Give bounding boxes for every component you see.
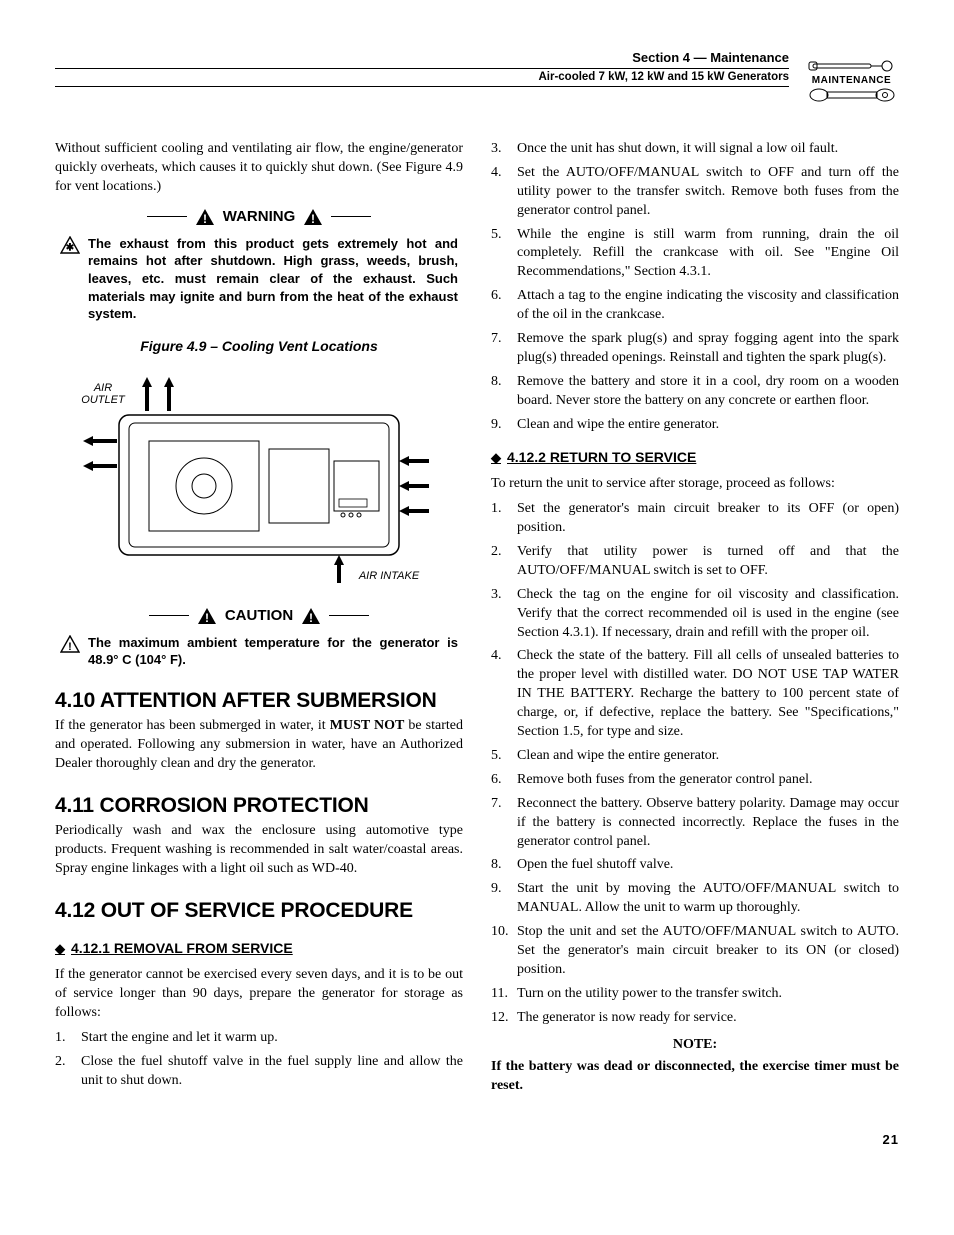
note-heading: NOTE: [491, 1036, 899, 1055]
list-item: Reconnect the battery. Observe battery p… [491, 795, 899, 852]
svg-text:AIR: AIR [93, 382, 112, 394]
heading-4-12-2: 4.12.2 RETURN TO SERVICE [491, 448, 899, 467]
section-label: Section 4 — Maintenance [55, 50, 789, 65]
list-item: Start the engine and let it warm up. [55, 1029, 463, 1048]
right-column: Once the unit has shut down, it will sig… [491, 140, 899, 1102]
list-item: Verify that utility power is turned off … [491, 543, 899, 581]
list-item: Close the fuel shutoff valve in the fuel… [55, 1053, 463, 1091]
list-item: While the engine is still warm from runn… [491, 226, 899, 283]
caution-callout: ! The maximum ambient temperature for th… [55, 634, 463, 669]
list-removal-cont: Once the unit has shut down, it will sig… [491, 140, 899, 434]
list-item: Remove the spark plug(s) and spray foggi… [491, 330, 899, 368]
list-item: Open the fuel shutoff valve. [491, 856, 899, 875]
svg-text:!: ! [203, 212, 207, 226]
page-header: Section 4 — Maintenance Air-cooled 7 kW,… [55, 50, 899, 110]
list-item: The generator is now ready for service. [491, 1009, 899, 1028]
list-item: Start the unit by moving the AUTO/OFF/MA… [491, 880, 899, 918]
svg-text:!: ! [205, 611, 209, 625]
warning-triangle-icon: ! [195, 208, 215, 226]
list-item: Once the unit has shut down, it will sig… [491, 140, 899, 159]
para-4-10: If the generator has been submerged in w… [55, 717, 463, 774]
caution-banner: ! CAUTION ! [55, 606, 463, 626]
svg-text:!: ! [311, 212, 315, 226]
para-4-12-1-intro: If the generator cannot be exercised eve… [55, 966, 463, 1023]
list-item: Clean and wipe the entire generator. [491, 747, 899, 766]
svg-text:✱: ✱ [66, 242, 75, 253]
list-item: Remove the battery and store it in a coo… [491, 373, 899, 411]
list-item: Check the tag on the engine for oil visc… [491, 586, 899, 643]
list-item: Set the generator's main circuit breaker… [491, 500, 899, 538]
heading-4-10: 4.10 ATTENTION AFTER SUBMERSION [55, 687, 463, 715]
heading-4-12-1: 4.12.1 REMOVAL FROM SERVICE [55, 939, 463, 958]
heading-4-12: 4.12 OUT OF SERVICE PROCEDURE [55, 897, 463, 925]
warning-callout: ✱ The exhaust from this product gets ext… [55, 235, 463, 323]
caution-triangle-icon: ! [301, 607, 321, 625]
svg-text:AIR INTAKE: AIR INTAKE [358, 570, 420, 582]
left-column: Without sufficient cooling and ventilati… [55, 140, 463, 1102]
para-4-12-2-intro: To return the unit to service after stor… [491, 475, 899, 494]
list-item: Attach a tag to the engine indicating th… [491, 287, 899, 325]
svg-text:OUTLET: OUTLET [81, 394, 126, 406]
note-body: If the battery was dead or disconnected,… [491, 1058, 899, 1096]
figure-caption: Figure 4.9 – Cooling Vent Locations [55, 337, 463, 356]
intro-paragraph: Without sufficient cooling and ventilati… [55, 140, 463, 197]
caution-triangle-icon: ! [197, 607, 217, 625]
warning-triangle-icon: ! [303, 208, 323, 226]
section-subtitle: Air-cooled 7 kW, 12 kW and 15 kW Generat… [55, 71, 789, 83]
hazard-triangle-icon: ✱ [60, 236, 80, 254]
svg-text:!: ! [309, 611, 313, 625]
alert-triangle-icon: ! [60, 635, 80, 653]
list-item: Clean and wipe the entire generator. [491, 416, 899, 435]
list-return: Set the generator's main circuit breaker… [491, 500, 899, 1027]
svg-text:!: ! [68, 641, 72, 653]
list-item: Set the AUTO/OFF/MANUAL switch to OFF an… [491, 164, 899, 221]
list-item: Stop the unit and set the AUTO/OFF/MANUA… [491, 923, 899, 980]
heading-4-11: 4.11 CORROSION PROTECTION [55, 792, 463, 820]
warning-banner: ! WARNING ! [55, 207, 463, 227]
para-4-11: Periodically wash and wax the enclosure … [55, 822, 463, 879]
figure-cooling-vents: AIR OUTLET [55, 366, 463, 596]
list-item: Check the state of the battery. Fill all… [491, 647, 899, 741]
maintenance-icon: MAINTENANCE [804, 50, 899, 110]
list-item: Turn on the utility power to the transfe… [491, 985, 899, 1004]
list-item: Remove both fuses from the generator con… [491, 771, 899, 790]
page-number: 21 [55, 1132, 899, 1147]
list-removal: Start the engine and let it warm up. Clos… [55, 1029, 463, 1091]
